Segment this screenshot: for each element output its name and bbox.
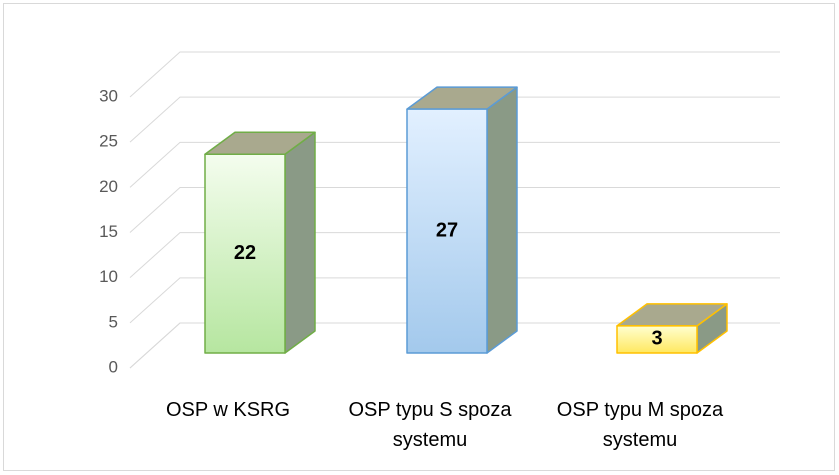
value-label: 27 (436, 219, 458, 241)
y-tick-label: 15 (99, 222, 118, 241)
y-tick-label: 5 (109, 312, 118, 331)
bar (406, 86, 518, 354)
bar (616, 303, 728, 354)
grid-line (129, 187, 780, 233)
bar-front (406, 108, 488, 354)
bar (204, 131, 316, 354)
grid-line (129, 322, 780, 369)
value-label: 3 (651, 328, 662, 350)
bar-front (616, 325, 698, 354)
x-tick-label: OSP typu M spoza systemu (556, 399, 724, 451)
x-tick-label: OSP typu S spoza systemu (348, 399, 512, 451)
x-tick-label: OSP w KSRG (165, 399, 291, 421)
y-tick-label: 20 (99, 177, 118, 196)
grid-line (129, 51, 780, 98)
bar-side (486, 86, 518, 354)
value-label: 22 (234, 242, 256, 264)
grid-line (129, 232, 780, 279)
grid-line (129, 141, 780, 188)
y-tick-label: 0 (109, 357, 118, 376)
bar-front (204, 153, 286, 354)
y-tick-label: 10 (99, 267, 118, 286)
y-tick-label: 25 (99, 132, 118, 151)
grid-line (129, 277, 780, 324)
y-tick-label: 30 (99, 86, 118, 105)
bar-side (284, 131, 316, 354)
grid-line (129, 96, 780, 143)
